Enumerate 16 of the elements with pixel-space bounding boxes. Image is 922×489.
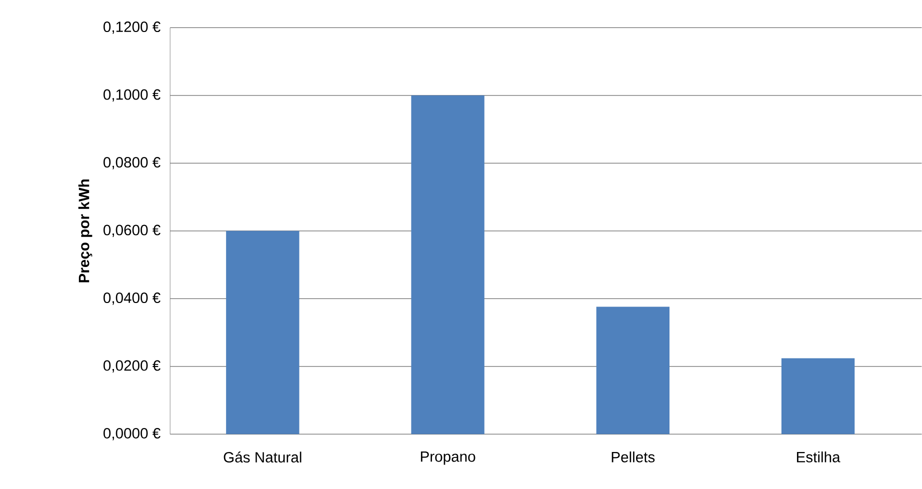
x-tick-label: Gás Natural [224,452,302,463]
y-tick-label: 0,0200 € [104,360,160,373]
y-tick-label: 0,0400 € [104,292,160,306]
x-tick-label: Propano [420,452,476,465]
y-tick-label: 0,1200 € [104,22,160,34]
y-tick-label: 0,0800 € [104,157,160,170]
y-tick-label: 0,0600 € [104,225,160,238]
bar [781,358,855,434]
bar [411,96,484,434]
bar [596,307,670,434]
y-tick-label: 0,0000 € [104,428,160,440]
y-axis-title: Preço por kWh [78,180,92,282]
x-tick-label: Estilha [796,452,840,463]
x-tick-label: Pellets [612,452,655,463]
y-tick-label: 0,1000 € [104,90,160,102]
bar [226,231,300,434]
